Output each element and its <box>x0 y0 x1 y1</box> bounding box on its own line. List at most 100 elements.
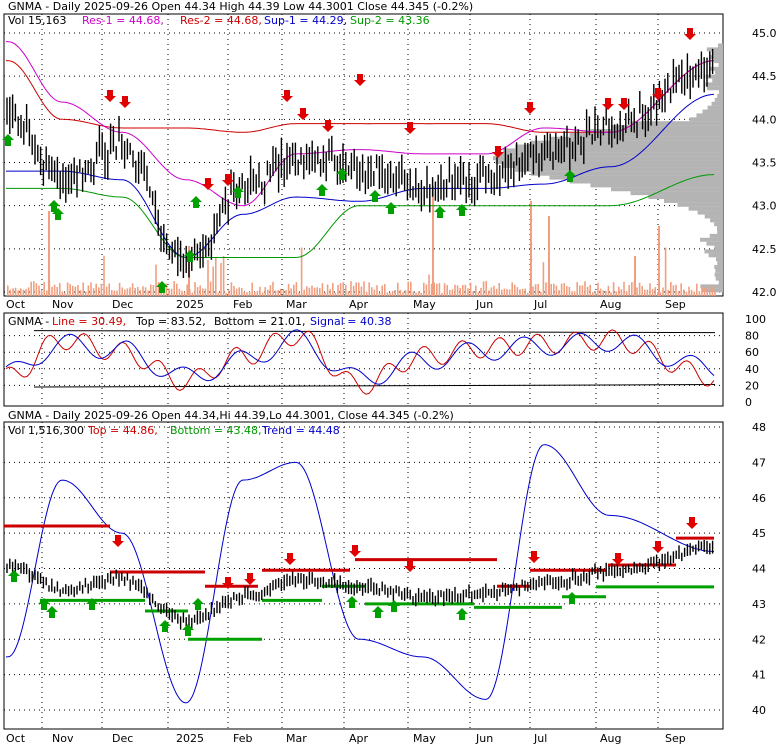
volume-bar <box>186 284 188 296</box>
trend-x-label: Aug <box>600 732 621 745</box>
volume-bar <box>155 265 157 296</box>
price-panel: 45.0 44.5 44.0 43.5 43.0 42.5 42.0 GNMA - Dail… <box>2 0 777 299</box>
volume-bar <box>153 285 155 296</box>
price-tick-label: 42.0 <box>752 286 777 299</box>
volume-bar <box>595 291 597 296</box>
price-x-label: Apr <box>349 298 369 311</box>
volume-bar <box>355 283 357 296</box>
volume-bar <box>257 291 259 296</box>
volume-profile-bar <box>719 63 723 67</box>
price-x-label: 2025 <box>176 298 204 311</box>
volume-bar <box>605 291 607 296</box>
volume-bar <box>519 289 521 296</box>
volume-bar <box>394 290 396 296</box>
volume-bar <box>251 283 253 296</box>
trend-y-ticks: 484746454443424140 <box>752 421 766 717</box>
trend-tick-label: 40 <box>752 704 766 717</box>
volume-profile-bar <box>717 261 723 265</box>
trend-tick-label: 42 <box>752 633 766 646</box>
oscillator-title: GNMA - <box>8 315 49 328</box>
volume-bar <box>686 292 688 296</box>
volume-profile-bar <box>712 51 723 55</box>
top-legend: Top = 83.52, <box>135 315 206 328</box>
volume-bar <box>340 283 342 296</box>
price-x-label: Jul <box>533 298 547 311</box>
price-tick-label: 45.0 <box>752 27 777 40</box>
trend-x-label: Oct <box>6 732 26 745</box>
volume-bar <box>535 284 537 296</box>
volume-profile-bar <box>496 160 723 164</box>
volume-profile-bar <box>677 203 723 207</box>
volume-bar <box>41 290 43 296</box>
price-x-label: Dec <box>112 298 133 311</box>
volume-bar <box>452 289 454 296</box>
volume-bar <box>36 283 38 296</box>
volume-bar <box>90 282 92 296</box>
volume-bar <box>381 286 383 296</box>
volume-bar <box>379 293 381 296</box>
volume-bar <box>134 288 136 296</box>
volume-bar <box>51 287 53 296</box>
volume-spike <box>658 226 660 296</box>
volume-bar <box>696 284 698 296</box>
volume-profile-bar <box>715 269 723 273</box>
volume-bar <box>212 266 214 296</box>
trend-x-label: May <box>413 732 436 745</box>
volume-bar <box>361 287 363 296</box>
volume-bar <box>532 286 534 296</box>
volume-bar <box>56 287 58 296</box>
volume-bar <box>545 282 547 296</box>
trend-tick-label: 43 <box>752 598 766 611</box>
volume-bar <box>298 293 300 296</box>
price-tick-label: 42.5 <box>752 243 777 256</box>
trend-x-label: 2025 <box>176 732 204 745</box>
volume-bar <box>673 285 675 296</box>
trend-top-legend: Top = 44.86, <box>87 424 158 437</box>
volume-bar <box>537 284 539 296</box>
volume-bar <box>192 292 194 296</box>
price-panel-title: GNMA - Daily 2025-09-26 Open 44.34 High … <box>8 0 473 13</box>
volume-bar <box>371 287 373 296</box>
volume-bar <box>400 290 402 296</box>
volume-bar <box>303 290 305 296</box>
volume-bar <box>597 283 599 296</box>
volume-bar <box>709 289 711 296</box>
volume-bar <box>574 291 576 296</box>
volume-bar <box>618 287 620 296</box>
volume-bar <box>691 290 693 296</box>
volume-bar <box>670 282 672 296</box>
volume-bar <box>647 290 649 296</box>
volume-profile-bar <box>712 78 723 82</box>
volume-bar <box>680 283 682 296</box>
volume-bar <box>509 289 511 296</box>
volume-profile-bar <box>707 47 723 51</box>
volume-bar <box>582 285 584 296</box>
price-x-label: Jun <box>475 298 493 311</box>
volume-bar <box>436 284 438 296</box>
volume-bar <box>550 284 552 296</box>
volume-bar <box>654 287 656 296</box>
volume-bar <box>579 285 581 296</box>
res2-legend: Res-2 = 44.68, <box>180 14 262 27</box>
volume-bar <box>72 286 74 296</box>
vol-legend: Vol 15,163 <box>8 14 66 27</box>
volume-bar <box>472 291 474 296</box>
volume-bar <box>613 282 615 296</box>
trend-tick-label: 46 <box>752 492 766 505</box>
trend-x-label: Jul <box>533 732 547 745</box>
volume-profile-bar <box>704 249 723 253</box>
volume-bar <box>553 284 555 296</box>
volume-profile-bar <box>712 102 723 106</box>
oscillator-panel: 100806040200 GNMA - Line = 30.49, Top = … <box>4 313 766 409</box>
volume-bar <box>470 283 472 296</box>
price-x-label: May <box>413 298 436 311</box>
volume-spike <box>432 186 434 296</box>
volume-bar <box>116 291 118 296</box>
volume-profile-bar <box>531 141 723 145</box>
volume-bar <box>506 289 508 296</box>
volume-profile-bar <box>689 207 723 211</box>
trend-x-label: Feb <box>233 732 252 745</box>
volume-bar <box>592 292 594 296</box>
volume-profile-bar <box>716 257 723 261</box>
